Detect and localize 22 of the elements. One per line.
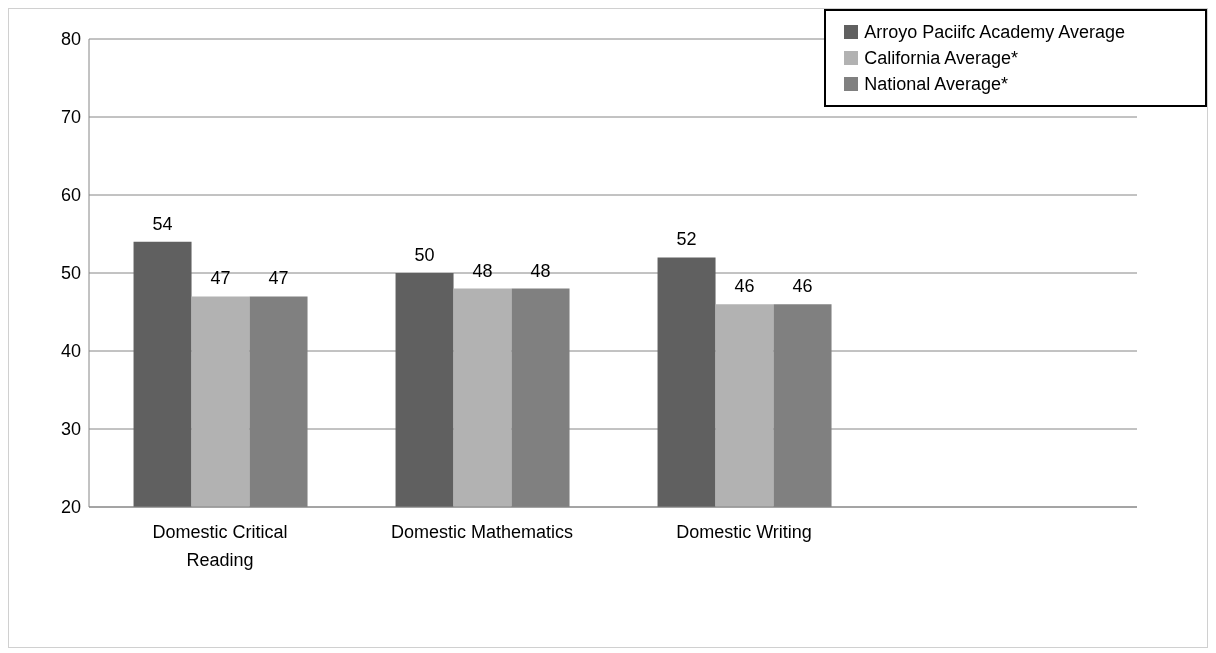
legend-label: National Average* (864, 73, 1008, 96)
y-tick-label: 30 (60, 419, 81, 440)
y-tick-label: 80 (60, 29, 81, 50)
y-tick-label: 20 (60, 497, 81, 518)
data-label: 50 (414, 245, 435, 265)
data-label: 54 (152, 213, 173, 234)
data-label: 47 (210, 268, 231, 289)
y-tick-label: 60 (60, 185, 81, 206)
y-tick-label: 50 (60, 263, 81, 284)
data-label: 47 (268, 268, 289, 289)
x-tick-label: Domestic Critical Reading (152, 521, 288, 570)
data-label: 48 (530, 260, 551, 281)
data-label: 46 (734, 276, 755, 297)
legend-label: Arroyo Paciifc Academy Average (864, 21, 1125, 44)
y-tick-label: 70 (60, 107, 81, 128)
y-tick-label: 40 (60, 341, 81, 362)
data-label: 52 (676, 229, 697, 250)
data-label: 46 (792, 276, 813, 297)
x-tick-label: Domestic Writing (676, 521, 812, 542)
data-label: 48 (472, 260, 493, 281)
legend-label: California Average* (864, 47, 1018, 70)
x-tick-label: Domestic Mathematics (390, 521, 574, 542)
